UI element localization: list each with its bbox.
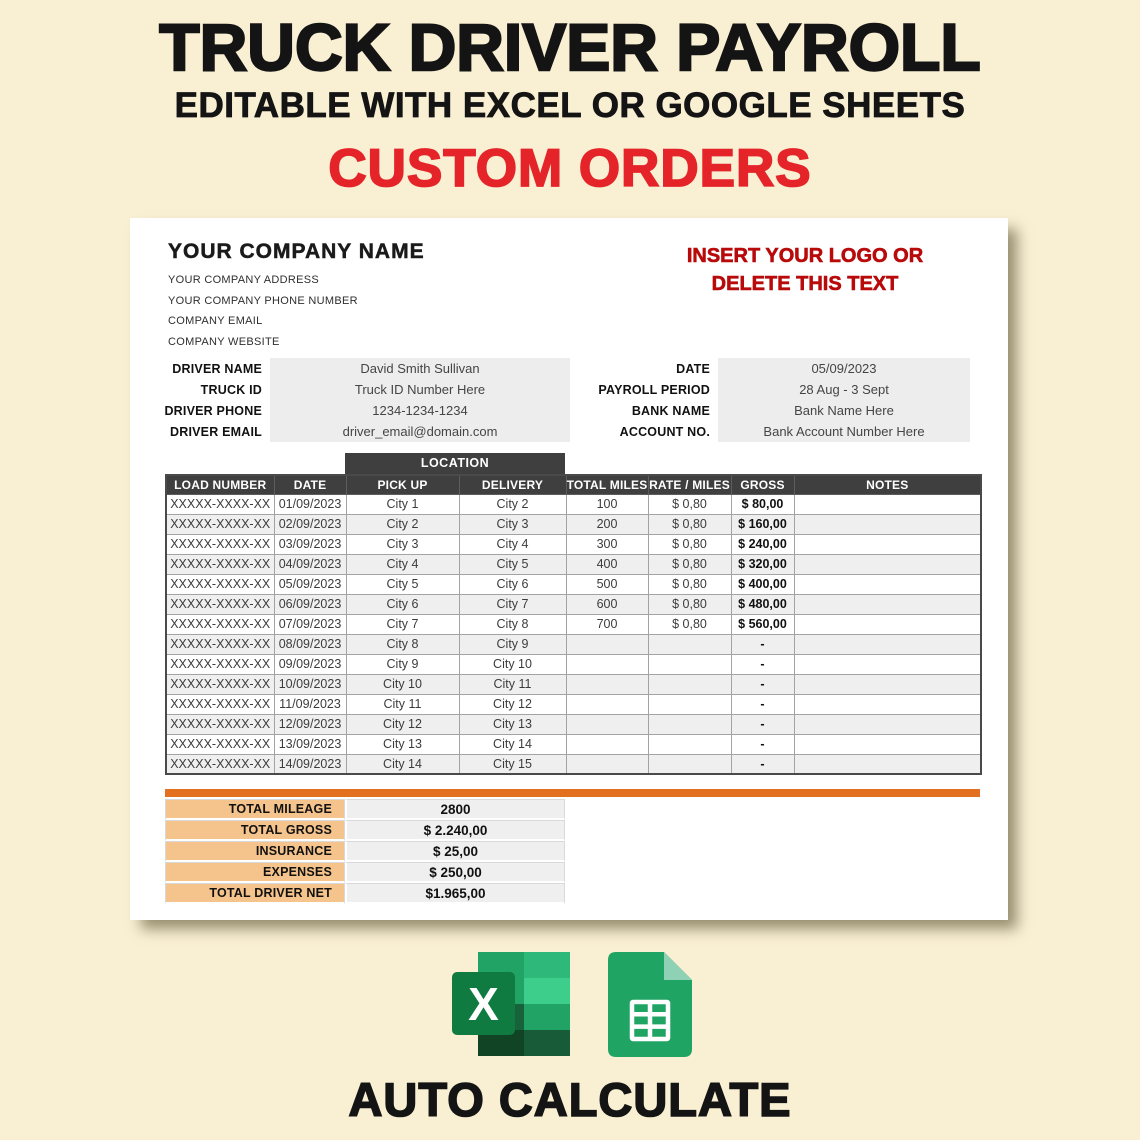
company-details: YOUR COMPANY ADDRESS YOUR COMPANY PHONE …	[168, 270, 358, 352]
driver-name-value: David Smith Sullivan	[270, 358, 570, 379]
driver-email-label: DRIVER EMAIL	[170, 424, 262, 439]
page-subtitle: EDITABLE WITH EXCEL OR GOOGLE SHEETS	[174, 86, 966, 126]
col-load-number: LOAD NUMBER	[165, 474, 275, 495]
table-row: XXXXX-XXXX-XX 13/09/2023 City 13 City 14…	[165, 733, 982, 755]
logo-note-line2: DELETE THIS TEXT	[711, 273, 899, 296]
col-total-miles: TOTAL MILES	[565, 474, 649, 495]
total-mileage-label: TOTAL MILEAGE	[165, 799, 345, 820]
date-row: DATE 05/09/2023	[585, 358, 970, 379]
table-row: XXXXX-XXXX-XX 11/09/2023 City 11 City 12…	[165, 693, 982, 715]
google-sheets-icon	[608, 952, 692, 1057]
payroll-table-body: XXXXX-XXXX-XX 01/09/2023 City 1 City 2 1…	[165, 493, 982, 775]
logo-placeholder-note: INSERT YOUR LOGO OR DELETE THIS TEXT	[630, 242, 980, 298]
total-gross-value: $ 2.240,00	[345, 820, 565, 841]
payroll-period-value: 28 Aug - 3 Sept	[718, 379, 970, 400]
excel-icon: X	[452, 952, 570, 1056]
company-website: COMPANY WEBSITE	[168, 335, 280, 348]
table-row: XXXXX-XXXX-XX 14/09/2023 City 14 City 15…	[165, 753, 982, 775]
payment-info-block: DATE 05/09/2023 PAYROLL PERIOD 28 Aug - …	[585, 358, 970, 442]
expenses-row: EXPENSES $ 250,00	[165, 862, 600, 883]
bank-name-value: Bank Name Here	[718, 400, 970, 421]
table-header-row: LOAD NUMBER DATE PICK UP DELIVERY TOTAL …	[165, 474, 982, 495]
col-notes: NOTES	[793, 474, 982, 495]
account-no-value: Bank Account Number Here	[718, 421, 970, 442]
driver-phone-value: 1234-1234-1234	[270, 400, 570, 421]
svg-text:X: X	[468, 978, 499, 1030]
payroll-period-row: PAYROLL PERIOD 28 Aug - 3 Sept	[585, 379, 970, 400]
col-pick-up: PICK UP	[345, 474, 460, 495]
total-mileage-row: TOTAL MILEAGE 2800	[165, 799, 600, 820]
company-phone: YOUR COMPANY PHONE NUMBER	[168, 294, 358, 307]
table-row: XXXXX-XXXX-XX 04/09/2023 City 4 City 5 4…	[165, 553, 982, 575]
col-rate-miles: RATE / MILES	[647, 474, 732, 495]
driver-name-row: DRIVER NAME David Smith Sullivan	[130, 358, 570, 379]
account-no-row: ACCOUNT NO. Bank Account Number Here	[585, 421, 970, 442]
orange-divider-bar	[165, 789, 980, 797]
driver-email-value: driver_email@domain.com	[270, 421, 570, 442]
table-row: XXXXX-XXXX-XX 10/09/2023 City 10 City 11…	[165, 673, 982, 695]
location-header: LOCATION	[345, 453, 565, 474]
driver-phone-row: DRIVER PHONE 1234-1234-1234	[130, 400, 570, 421]
truck-id-label: TRUCK ID	[200, 382, 262, 397]
table-row: XXXXX-XXXX-XX 12/09/2023 City 12 City 13…	[165, 713, 982, 735]
total-driver-net-label: TOTAL DRIVER NET	[165, 883, 345, 904]
table-row: XXXXX-XXXX-XX 07/09/2023 City 7 City 8 7…	[165, 613, 982, 635]
spreadsheet-card: YOUR COMPANY NAME YOUR COMPANY ADDRESS Y…	[130, 218, 1008, 920]
truck-id-value: Truck ID Number Here	[270, 379, 570, 400]
col-delivery: DELIVERY	[458, 474, 567, 495]
total-driver-net-row: TOTAL DRIVER NET $1.965,00	[165, 883, 600, 904]
col-gross: GROSS	[730, 474, 795, 495]
payroll-table: LOAD NUMBER DATE PICK UP DELIVERY TOTAL …	[165, 474, 982, 775]
custom-orders-tagline: CUSTOM ORDERS	[328, 139, 812, 199]
bank-name-label: BANK NAME	[631, 403, 710, 418]
bank-name-row: BANK NAME Bank Name Here	[585, 400, 970, 421]
company-name: YOUR COMPANY NAME	[168, 240, 425, 264]
table-row: XXXXX-XXXX-XX 02/09/2023 City 2 City 3 2…	[165, 513, 982, 535]
totals-block: TOTAL MILEAGE 2800 TOTAL GROSS $ 2.240,0…	[165, 799, 600, 904]
driver-info-block: DRIVER NAME David Smith Sullivan TRUCK I…	[130, 358, 570, 442]
driver-phone-label: DRIVER PHONE	[164, 403, 262, 418]
insurance-row: INSURANCE $ 25,00	[165, 841, 600, 862]
table-row: XXXXX-XXXX-XX 03/09/2023 City 3 City 4 3…	[165, 533, 982, 555]
driver-name-label: DRIVER NAME	[172, 361, 262, 376]
insurance-label: INSURANCE	[165, 841, 345, 862]
account-no-label: ACCOUNT NO.	[619, 424, 710, 439]
table-row: XXXXX-XXXX-XX 06/09/2023 City 6 City 7 6…	[165, 593, 982, 615]
driver-email-row: DRIVER EMAIL driver_email@domain.com	[130, 421, 570, 442]
table-row: XXXXX-XXXX-XX 08/09/2023 City 8 City 9 -	[165, 633, 982, 655]
table-row: XXXXX-XXXX-XX 05/09/2023 City 5 City 6 5…	[165, 573, 982, 595]
auto-calculate-text: AUTO CALCULATE	[348, 1072, 792, 1127]
col-date: DATE	[273, 474, 347, 495]
total-gross-label: TOTAL GROSS	[165, 820, 345, 841]
date-label: DATE	[676, 361, 710, 376]
logo-note-line1: INSERT YOUR LOGO OR	[686, 245, 924, 268]
insurance-value: $ 25,00	[345, 841, 565, 862]
truck-id-row: TRUCK ID Truck ID Number Here	[130, 379, 570, 400]
total-gross-row: TOTAL GROSS $ 2.240,00	[165, 820, 600, 841]
company-email: COMPANY EMAIL	[168, 315, 263, 327]
page-title: TRUCK DRIVER PAYROLL	[158, 9, 982, 85]
table-row: XXXXX-XXXX-XX 09/09/2023 City 9 City 10 …	[165, 653, 982, 675]
company-address: YOUR COMPANY ADDRESS	[168, 274, 320, 286]
total-driver-net-value: $1.965,00	[345, 883, 565, 904]
table-row: XXXXX-XXXX-XX 01/09/2023 City 1 City 2 1…	[165, 493, 982, 515]
expenses-value: $ 250,00	[345, 862, 565, 883]
expenses-label: EXPENSES	[165, 862, 345, 883]
date-value: 05/09/2023	[718, 358, 970, 379]
payroll-period-label: PAYROLL PERIOD	[598, 382, 710, 397]
total-mileage-value: 2800	[345, 799, 565, 820]
